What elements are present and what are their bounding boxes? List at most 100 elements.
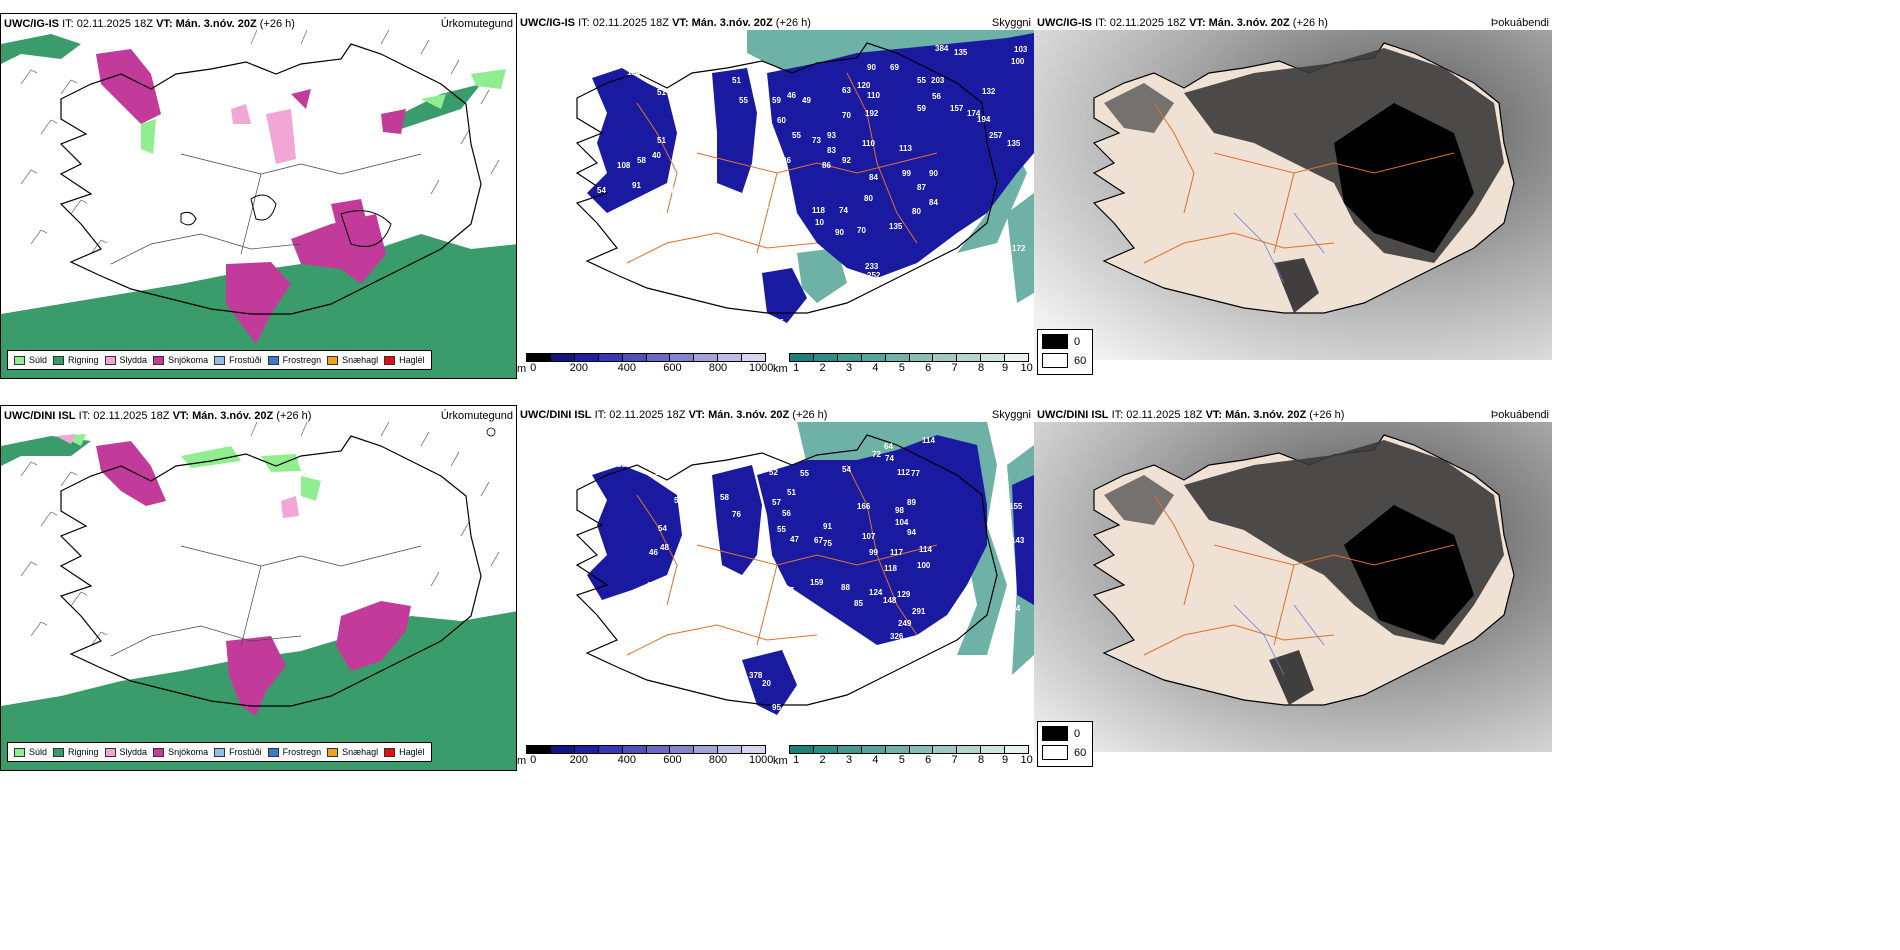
ceiling-label: 384: [935, 44, 949, 53]
legend-item: Slydda: [104, 747, 147, 757]
ceiling-label: 84: [869, 173, 878, 182]
visibility-tick: 1: [793, 362, 800, 374]
ceiling-label: 56: [782, 509, 791, 518]
fog-south: [1274, 258, 1319, 313]
ceiling-label: 80: [912, 207, 921, 216]
visibility-tick: 4: [872, 754, 879, 766]
ceiling-label: 51: [657, 88, 666, 97]
visibility-tick: 3: [845, 754, 853, 766]
ceiling-label: 70: [842, 111, 851, 120]
ceiling-label: 88: [841, 583, 850, 592]
legend-item: Rigning: [53, 355, 99, 365]
ceiling-label: 51: [657, 136, 666, 145]
ceiling-label: 74: [885, 454, 894, 463]
ceiling-label: 67: [814, 536, 823, 545]
cloud-base-tick: 1000: [748, 754, 774, 766]
ceiling-label: 90: [929, 169, 938, 178]
ceiling-label: 112: [897, 468, 910, 477]
precip-type-legend: Súld Rigning Slydda Snjókoma Frostúði Fr…: [7, 350, 432, 370]
ceiling-label: 40: [652, 151, 661, 160]
panel-header: UWC/IG-IS IT: 02.11.2025 18Z VT: Mán. 3.…: [4, 18, 295, 30]
ceiling-label: 73: [812, 136, 821, 145]
visibility-tick: 5: [898, 754, 905, 766]
fog-tick: 60: [1074, 747, 1087, 759]
ceiling-label: 94: [907, 528, 916, 537]
cloud-base-tick: 800: [708, 754, 728, 766]
cloud-base-unit: m: [517, 755, 527, 767]
ceiling-label: 110: [862, 139, 875, 148]
ptype-panel-top: UWC/IG-IS IT: 02.11.2025 18Z VT: Mán. 3.…: [0, 13, 517, 379]
ceiling-label: 72: [872, 450, 881, 459]
panel-variable-title: Úrkomutegund: [440, 410, 513, 422]
ceiling-label: 124: [869, 588, 883, 597]
ceiling-label: 54: [597, 186, 606, 195]
ceiling-label: 93: [827, 131, 836, 140]
panel-header: UWC/IG-IS IT: 02.11.2025 18Z VT: Mán. 3.…: [520, 17, 811, 29]
visibility-tick: 3: [845, 362, 853, 374]
ceiling-label: 233: [865, 262, 879, 271]
panel-variable-title: Skyggni: [991, 409, 1031, 421]
ceiling-visibility-map: 58 100 53 54 48 46 67 45 182 58 76 57 56…: [517, 422, 1034, 752]
wind-barbs: [20, 421, 500, 647]
visibility-tick: 7: [951, 754, 958, 766]
ceiling-label: 134: [627, 68, 641, 77]
ceiling-panel-bottom: UWC/DINI ISL IT: 02.11.2025 18Z VT: Mán.…: [517, 405, 1034, 771]
ceiling-label: 188: [862, 649, 876, 658]
precip-type-map: [1, 14, 516, 378]
ceiling-label: 55: [917, 76, 926, 85]
legend-item: Snjókoma: [153, 747, 208, 757]
ceiling-label: 174: [967, 109, 981, 118]
ceiling-label: 51: [732, 76, 741, 85]
ceiling-label: 48: [660, 543, 669, 552]
panel-variable-title: Þokuábendi: [1490, 409, 1549, 421]
ceiling-label: 75: [823, 539, 832, 548]
ceiling-label: 83: [827, 146, 836, 155]
ceiling-label: 54: [658, 524, 667, 533]
fog-west: [1104, 83, 1174, 133]
snow-area-nw: [96, 49, 161, 124]
cloud-base-tick: 0: [530, 362, 537, 374]
roads: [1143, 102, 1455, 264]
visibility-tick: 2: [819, 754, 826, 766]
cloud-base-field-s: [762, 268, 807, 323]
ceiling-label: 113: [899, 144, 912, 153]
visibility-tick: 9: [1001, 754, 1009, 766]
ceiling-label: 243: [868, 665, 882, 674]
ceiling-label: 192: [865, 109, 879, 118]
ceiling-label: 166: [857, 502, 871, 511]
ceiling-label: 100: [917, 561, 931, 570]
ceiling-label: 364: [1007, 604, 1021, 613]
ceiling-label: 51: [787, 488, 796, 497]
visibility-tick: 4: [872, 362, 879, 374]
ceiling-label: 135: [889, 222, 903, 231]
ceiling-label: 69: [708, 176, 717, 185]
ceiling-label: 63: [842, 86, 851, 95]
ceiling-label: 252: [867, 271, 881, 280]
ptype-panel-bottom: UWC/DINI ISL IT: 02.11.2025 18Z VT: Mán.…: [0, 405, 517, 771]
visibility-colorbar: 1 2 3 4 5 6 7 8 9 10 km: [773, 353, 1033, 375]
rivers: [1233, 212, 1325, 284]
roads: [626, 72, 938, 264]
cloud-base-colorbar: 0 200 400 600 800 1000 m: [517, 745, 773, 767]
legend-item: Snjókoma: [153, 355, 208, 365]
ceiling-label: 91: [632, 181, 641, 190]
cloud-base-unit: m: [517, 363, 527, 375]
visibility-colorbar: 1 2 3 4 5 6 7 8 9 10 km: [773, 745, 1033, 767]
legend-item: Haglél: [384, 355, 425, 365]
rain-area-west: [1, 436, 91, 466]
ceiling-label: 84: [929, 198, 938, 207]
ceiling-label: 159: [810, 578, 824, 587]
legend-item: Rigning: [53, 747, 99, 757]
cloud-base-field-e: [1012, 475, 1034, 605]
ceiling-label: 90: [867, 63, 876, 72]
ceiling-label: 110: [867, 91, 880, 100]
ceiling-label: 118: [884, 564, 897, 573]
legend-item: Frostúði: [214, 747, 262, 757]
ceiling-label: 135: [954, 48, 968, 57]
ceiling-label: 64: [884, 442, 893, 451]
ceiling-value-labels: 134 51 51 40 58 108 54 91 58 51 55 59 46…: [597, 44, 1028, 327]
ceiling-label: 76: [732, 510, 741, 519]
fog-tick: 0: [1074, 728, 1081, 740]
snow-area-n: [291, 89, 406, 134]
ceiling-label: 91: [823, 522, 832, 531]
